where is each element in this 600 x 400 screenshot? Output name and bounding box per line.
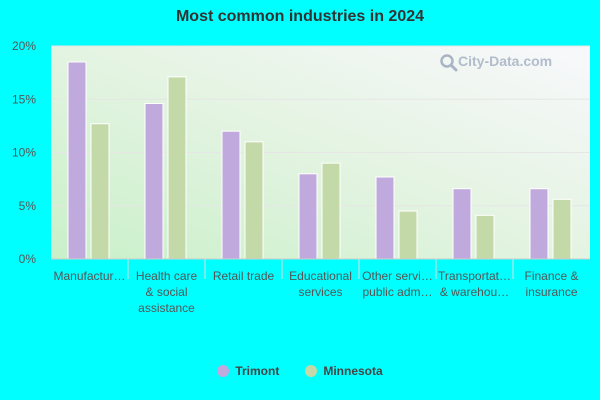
x-tick-label: Retail trade xyxy=(213,269,275,283)
bar-minnesota xyxy=(90,123,110,260)
bar-minnesota xyxy=(475,214,495,260)
bar-trimont xyxy=(298,173,318,260)
x-tick-label: Transportat… & warehou… xyxy=(438,269,511,299)
bar-trimont xyxy=(144,103,164,260)
bar-minnesota xyxy=(244,141,264,260)
legend-item-minnesota: Minnesota xyxy=(305,364,383,378)
x-tick-label: Finance & insurance xyxy=(524,269,578,299)
watermark-text: City-Data.com xyxy=(458,53,552,69)
legend-swatch-trimont xyxy=(217,365,230,377)
bar-minnesota xyxy=(167,76,187,260)
y-tick-label: 10% xyxy=(12,146,36,160)
magnifier-icon xyxy=(440,54,458,72)
x-tick-label: Other servi… public adm… xyxy=(362,269,433,299)
legend-label-trimont: Trimont xyxy=(235,364,280,378)
bar-trimont xyxy=(221,130,241,260)
legend: Trimont Minnesota xyxy=(0,364,600,378)
bar-minnesota xyxy=(552,198,572,260)
chart-title: Most common industries in 2024 xyxy=(175,8,425,25)
y-tick-label: 20% xyxy=(12,39,36,53)
x-tick-label: Educational services xyxy=(289,269,352,299)
y-tick-label: 0% xyxy=(19,252,37,266)
x-tick-label: Manufactur… xyxy=(53,269,125,283)
bar-trimont xyxy=(67,61,87,260)
legend-label-minnesota: Minnesota xyxy=(323,364,383,378)
bar-trimont xyxy=(529,188,549,260)
x-tick-label: Health care & social assistance xyxy=(136,269,198,315)
y-tick-label: 5% xyxy=(19,199,37,213)
bar-trimont xyxy=(375,176,395,260)
bar-trimont xyxy=(452,188,472,260)
watermark: City-Data.com xyxy=(440,53,552,72)
bar-minnesota xyxy=(398,210,418,260)
y-tick-label: 15% xyxy=(12,92,36,106)
bar-minnesota xyxy=(321,162,341,260)
legend-item-trimont: Trimont xyxy=(217,364,279,378)
legend-swatch-minnesota xyxy=(305,365,318,377)
